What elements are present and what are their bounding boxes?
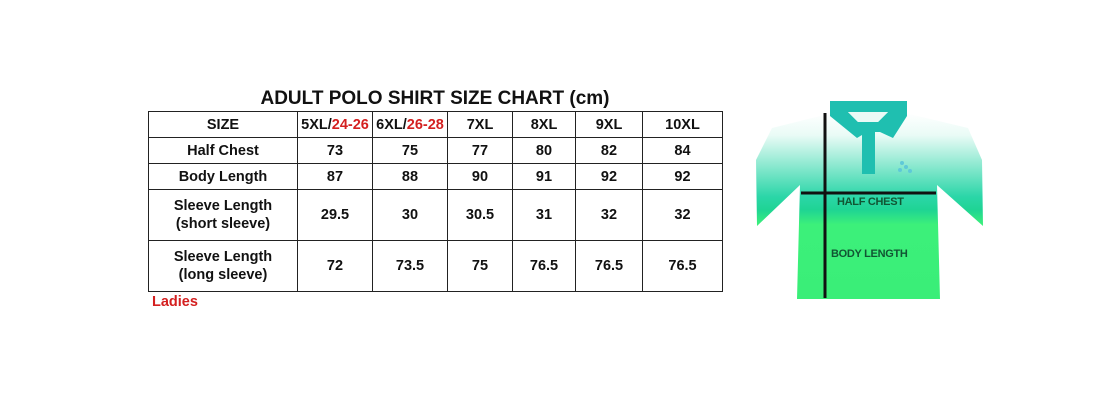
cell: 91 — [512, 163, 576, 190]
cell: 88 — [372, 163, 448, 190]
cell: 32 — [642, 189, 723, 241]
table-header-row: SIZE 5XL/24-26 6XL/26-28 7XL 8XL 9XL 10X… — [148, 111, 723, 138]
logo-icon — [898, 161, 912, 173]
cell: 31 — [512, 189, 576, 241]
ladies-note: Ladies — [152, 294, 198, 310]
size-column-header: 10XL — [642, 111, 723, 138]
cell: 29.5 — [297, 189, 373, 241]
cell: 80 — [512, 137, 576, 164]
table-row: Half Chest 73 75 77 80 82 84 — [148, 137, 723, 164]
size-column-header: 6XL/26-28 — [372, 111, 448, 138]
half-chest-label: HALF CHEST — [837, 196, 904, 208]
page-title: ADULT POLO SHIRT SIZE CHART (cm) — [260, 88, 610, 109]
row-label-line: Sleeve Length — [173, 198, 273, 214]
cell: 73.5 — [372, 240, 448, 292]
cell: 75 — [447, 240, 513, 292]
size-column-header: 5XL/24-26 — [297, 111, 373, 138]
row-label-line: (long sleeve) — [178, 267, 268, 283]
collar — [830, 101, 907, 138]
collar-inner — [848, 112, 888, 122]
size-column-header: 9XL — [575, 111, 643, 138]
body-length-label: BODY LENGTH — [831, 248, 908, 260]
row-label-line: (short sleeve) — [175, 216, 271, 232]
size-column-header: 8XL — [512, 111, 576, 138]
ladies-size-label: 26-28 — [406, 116, 444, 133]
row-label: Sleeve Length (long sleeve) — [148, 240, 298, 292]
size-label: 6XL/ — [376, 116, 407, 133]
size-label: 5XL/ — [301, 116, 332, 133]
cell: 77 — [447, 137, 513, 164]
size-column-header: 7XL — [447, 111, 513, 138]
shirt-body — [756, 113, 983, 299]
size-chart-table: SIZE 5XL/24-26 6XL/26-28 7XL 8XL 9XL 10X… — [148, 111, 723, 292]
table-row: Sleeve Length (short sleeve) 29.5 30 30.5… — [148, 189, 723, 241]
size-header: SIZE — [148, 111, 298, 138]
cell: 76.5 — [512, 240, 576, 292]
cell: 87 — [297, 163, 373, 190]
cell: 76.5 — [642, 240, 723, 292]
placket — [862, 132, 875, 174]
table-row: Body Length 87 88 90 91 92 92 — [148, 163, 723, 190]
ladies-size-label: 24-26 — [331, 116, 369, 133]
row-label-line: Sleeve Length — [173, 249, 273, 265]
cell: 30 — [372, 189, 448, 241]
cell: 90 — [447, 163, 513, 190]
cell: 76.5 — [575, 240, 643, 292]
table-row: Sleeve Length (long sleeve) 72 73.5 75 76… — [148, 240, 723, 292]
cell: 72 — [297, 240, 373, 292]
